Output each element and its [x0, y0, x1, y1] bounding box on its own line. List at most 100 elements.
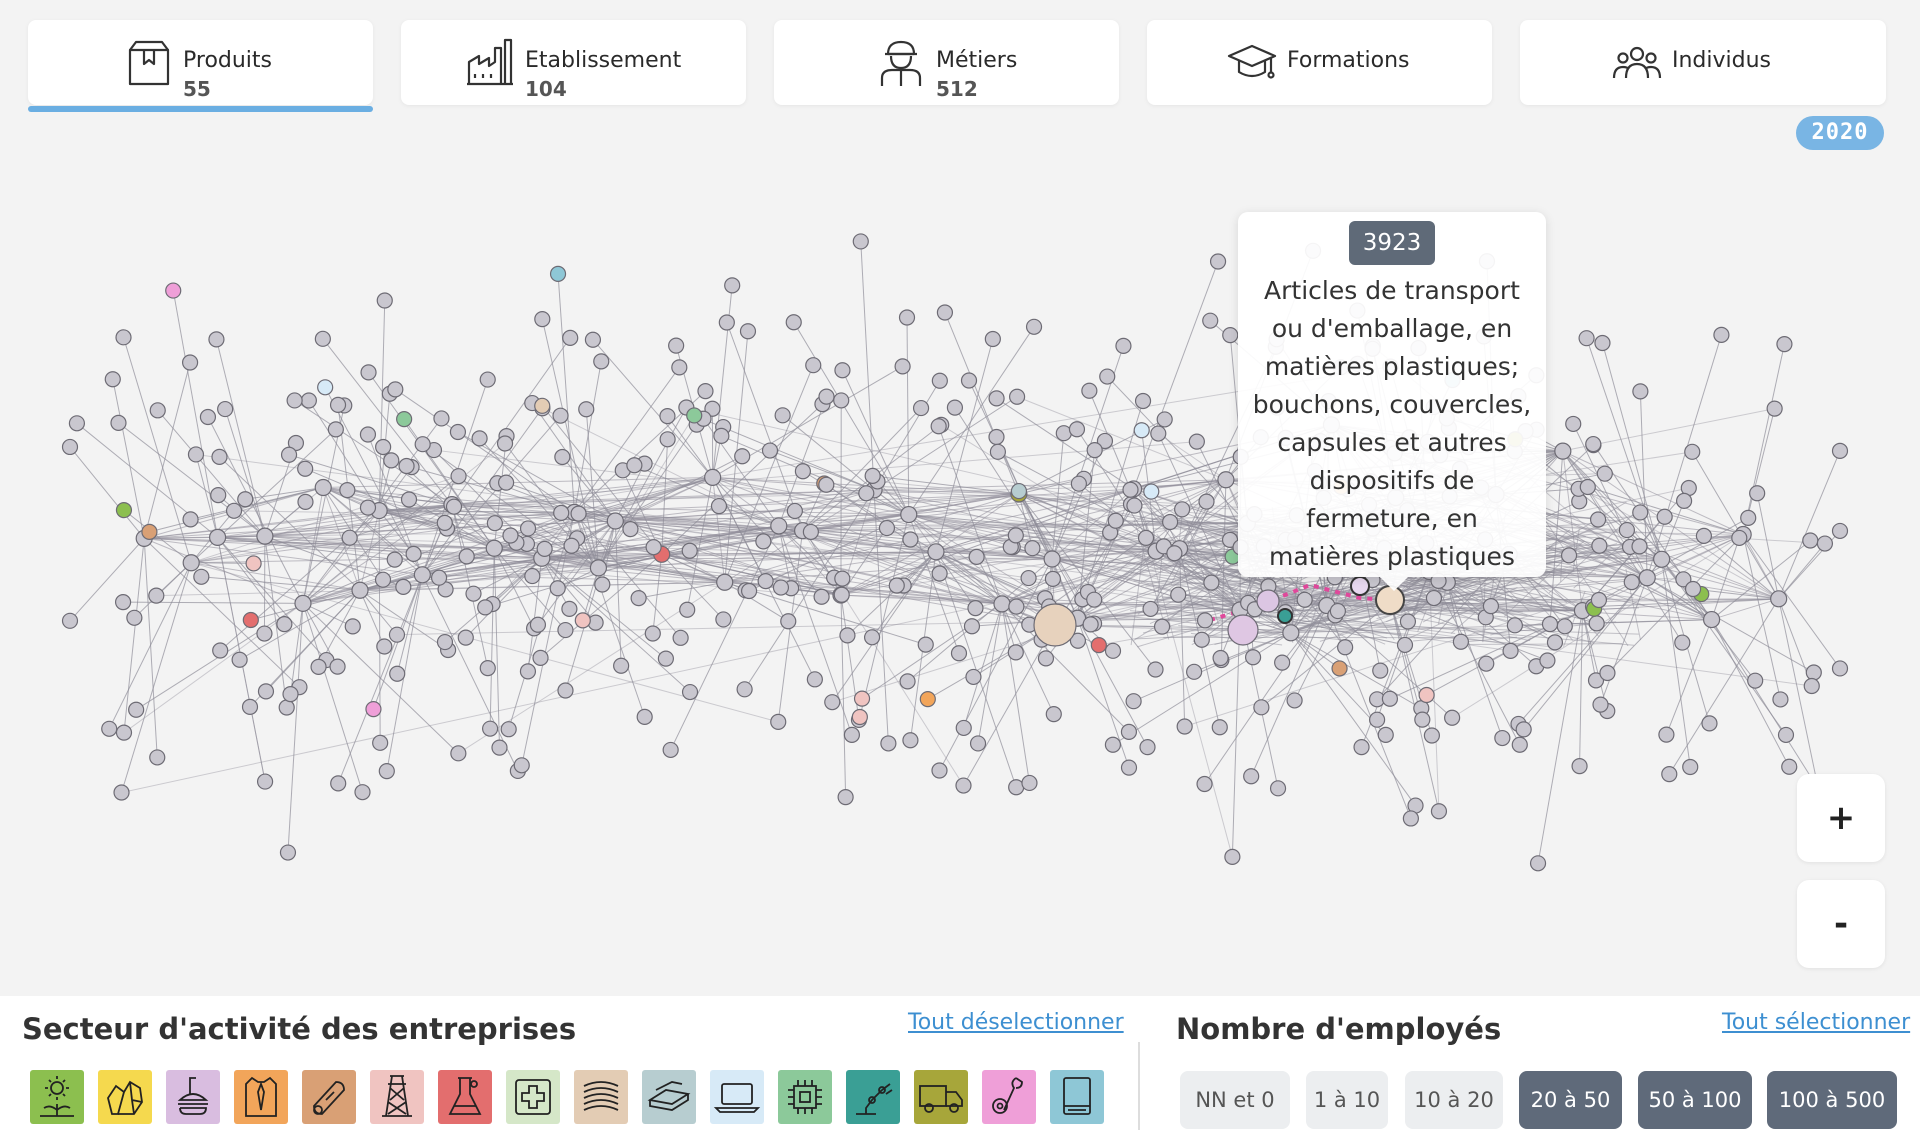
graph-node: [396, 411, 413, 428]
graph-node: [519, 520, 537, 537]
graph-node: [681, 542, 698, 559]
tab-produits[interactable]: Produits 55: [28, 20, 373, 112]
graph-node: [436, 514, 453, 531]
zoom-out-button[interactable]: -: [1797, 880, 1885, 968]
graph-edge: [1077, 523, 1248, 619]
sector-materials[interactable]: [574, 1070, 628, 1124]
graph-edge: [1112, 632, 1292, 746]
zoom-in-button[interactable]: +: [1797, 774, 1885, 862]
graph-edge: [802, 514, 909, 532]
sector-agriculture[interactable]: [30, 1070, 84, 1124]
sector-transport[interactable]: [914, 1070, 968, 1124]
graph-node: [257, 683, 275, 700]
graph-node: [1188, 433, 1205, 450]
graph-edge: [1220, 479, 1227, 661]
graph-node: [1506, 617, 1523, 634]
graph-node: [278, 699, 295, 716]
employees-range-100-500[interactable]: 100 à 500: [1767, 1071, 1897, 1129]
graph-edge: [1562, 451, 1583, 611]
network-graph[interactable]: [0, 100, 1920, 990]
employees-range-10-20[interactable]: 10 à 20: [1405, 1071, 1503, 1129]
graph-node: [805, 357, 822, 374]
graph-edge: [661, 553, 842, 596]
graph-edge: [873, 489, 889, 744]
graph-node: [1515, 721, 1532, 738]
graph-edge: [527, 528, 599, 569]
graph-node: [61, 438, 79, 456]
graph-edge: [1711, 619, 1790, 768]
graph-node: [457, 629, 474, 646]
graph-edge: [1661, 500, 1685, 560]
year-badge[interactable]: 2020: [1796, 116, 1884, 150]
graph-edge: [831, 551, 937, 703]
graph-node: [1590, 591, 1608, 609]
sector-other[interactable]: [1050, 1070, 1104, 1124]
graph-edge: [378, 300, 386, 511]
sector-mining[interactable]: [98, 1070, 152, 1124]
graph-edge: [782, 414, 875, 491]
graph-edge: [1646, 577, 1815, 673]
graph-node: [1541, 616, 1559, 633]
sector-repair[interactable]: [982, 1070, 1036, 1124]
sector-chemistry[interactable]: [438, 1070, 492, 1124]
graph-node: [1591, 537, 1608, 554]
graph-edge: [349, 504, 453, 539]
graph-edge: [123, 602, 304, 734]
tab-individus[interactable]: Individus: [1520, 20, 1886, 105]
select-all-link[interactable]: Tout sélectionner: [1722, 1010, 1911, 1035]
tab-metiers[interactable]: Métiers 512: [774, 20, 1119, 105]
graph-node: [1196, 775, 1213, 793]
product-code-badge: 3923: [1349, 221, 1435, 265]
graph-node: [256, 625, 273, 642]
graph-node: [314, 478, 332, 497]
graph-edge: [1668, 598, 1780, 775]
graph-node: [529, 616, 547, 633]
graph-node: [780, 613, 797, 630]
graph-edge: [712, 477, 726, 583]
graph-edge: [505, 482, 616, 522]
metal-sheet-icon: [647, 1081, 691, 1111]
graph-node: [668, 337, 685, 354]
graph-edge: [667, 415, 714, 478]
graph-node: [354, 784, 371, 801]
sector-components[interactable]: [778, 1070, 832, 1124]
employees-range-nn-0[interactable]: NN et 0: [1180, 1071, 1290, 1129]
graph-node: [193, 568, 210, 585]
graph-node: [231, 651, 248, 668]
sector-metal[interactable]: [642, 1070, 696, 1124]
graph-edge: [123, 337, 192, 563]
graph-node: [710, 497, 728, 515]
graph-node: [1115, 337, 1132, 354]
sector-wood[interactable]: [302, 1070, 356, 1124]
graph-edge: [963, 624, 1056, 786]
tab-etablissement[interactable]: Etablissement 104: [401, 20, 746, 105]
tab-formations[interactable]: Formations: [1147, 20, 1492, 105]
sector-food[interactable]: [166, 1070, 220, 1124]
employees-range-20-50[interactable]: 20 à 50: [1519, 1071, 1622, 1129]
graph-node: [969, 735, 987, 752]
graph-edge: [359, 589, 398, 636]
graph-edge: [1185, 602, 1401, 636]
sector-textile[interactable]: [234, 1070, 288, 1124]
employees-range-50-100[interactable]: 50 à 100: [1638, 1071, 1752, 1129]
graph-node: [297, 460, 314, 477]
graph-edge: [1319, 550, 1624, 642]
graph-node: [1193, 631, 1210, 648]
employees-range-1-10[interactable]: 1 à 10: [1306, 1071, 1388, 1129]
graph-edge: [1389, 599, 1423, 720]
graph-edge: [451, 504, 489, 669]
graph-node: [1222, 327, 1239, 344]
sector-energy[interactable]: [370, 1070, 424, 1124]
sector-electronics[interactable]: [710, 1070, 764, 1124]
sector-pharma[interactable]: [506, 1070, 560, 1124]
graph-node: [1803, 677, 1820, 695]
graph-node: [1243, 768, 1260, 785]
graph-edge: [322, 487, 361, 591]
graph-node: [984, 330, 1001, 348]
graph-edge: [1001, 578, 1054, 605]
graph-edge: [1542, 534, 1605, 539]
sector-machinery[interactable]: [846, 1070, 900, 1124]
graduation-cap-icon: [1227, 38, 1277, 88]
deselect-all-link[interactable]: Tout déselectionner: [908, 1010, 1124, 1035]
graph-edge: [712, 476, 909, 516]
